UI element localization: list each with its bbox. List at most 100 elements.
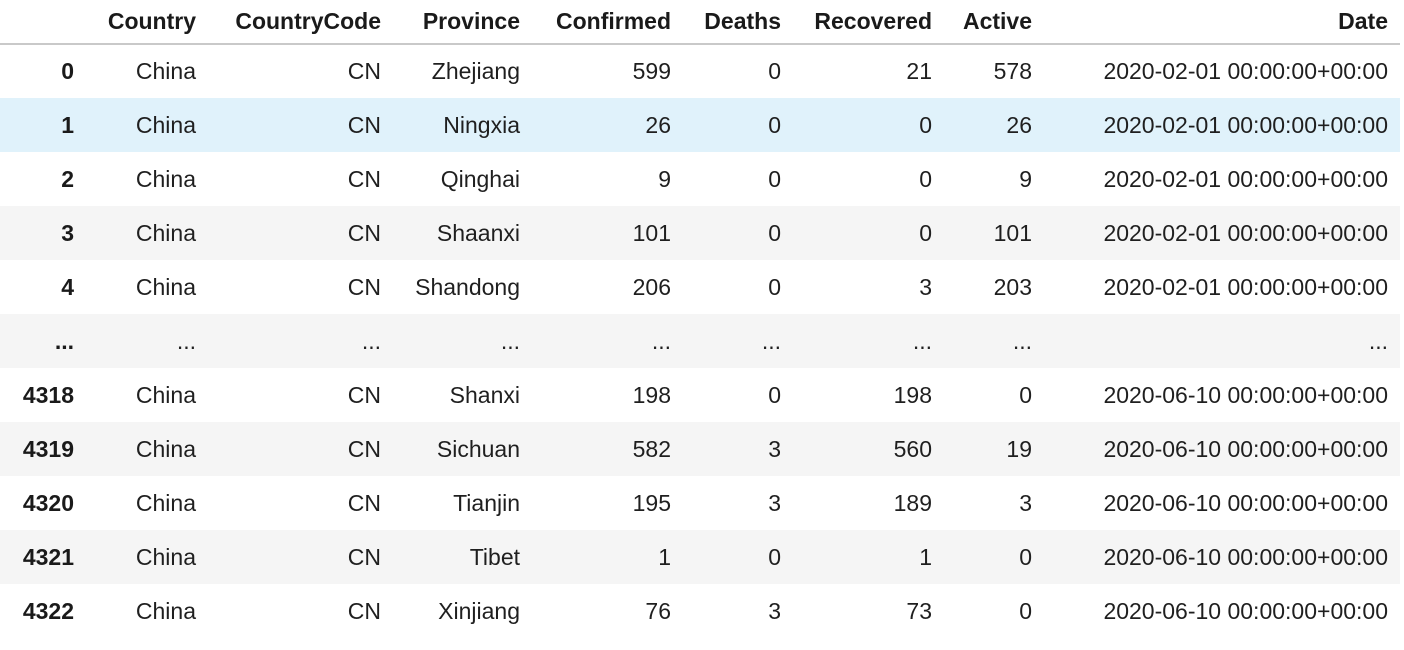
table-row: 0 China CN Zhejiang 599 0 21 578 2020-02-01 00:0… [0,44,1400,98]
cell-confirmed: 198 [632,381,671,408]
cell-date: 2020-02-01 00:00:00+00:00 [1103,111,1388,138]
header-country: Country [107,8,196,34]
cell-country: China [135,435,196,462]
cell-province: ... [500,327,520,354]
cell-province: Xinjiang [438,597,520,624]
row-index: ... [54,327,74,354]
cell-province: Zhejiang [431,58,520,84]
row-index: 4320 [22,489,74,516]
row-index: 2 [61,165,74,192]
cell-active: 203 [993,273,1032,300]
header-confirmed: Confirmed [556,8,671,34]
cell-country: China [135,219,196,246]
cell-date: 2020-02-01 00:00:00+00:00 [1103,219,1388,246]
header-deaths: Deaths [704,8,781,34]
table-row: 4322 China CN Xinjiang 76 3 73 0 2020-06-10 00:0… [0,584,1400,638]
cell-deaths: 0 [768,165,781,192]
table-row: ........................... [0,314,1400,368]
cell-date: 2020-02-01 00:00:00+00:00 [1103,273,1388,300]
cell-deaths: 0 [768,381,781,408]
cell-country: China [135,381,196,408]
cell-active: 19 [1006,435,1032,462]
cell-country-code: CN [347,273,381,300]
table-row: 4321 China CN Tibet 1 0 1 0 2020-06-10 00:00:00+… [0,530,1400,584]
cell-country-code: CN [347,435,381,462]
cell-deaths: 3 [768,597,781,624]
cell-recovered: 560 [893,435,932,462]
row-index: 4 [61,273,74,300]
cell-country: China [135,58,196,84]
cell-confirmed: 101 [632,219,671,246]
cell-province: Tianjin [453,489,520,516]
table-header-row: Country CountryCode Province Confirmed D… [0,0,1400,44]
cell-recovered: 21 [906,58,932,84]
header-province: Province [422,8,520,34]
cell-country-code: ... [361,327,381,354]
cell-recovered: 189 [893,489,932,516]
cell-recovered: 0 [919,219,932,246]
cell-active: 0 [1019,543,1032,570]
cell-deaths: 0 [768,58,781,84]
cell-recovered: 198 [893,381,932,408]
row-index: 4321 [22,543,74,570]
cell-province: Shanxi [449,381,520,408]
cell-country-code: CN [347,381,381,408]
row-index: 4322 [22,597,74,624]
dataframe-table: Country CountryCode Province Confirmed D… [0,0,1400,638]
cell-confirmed: 195 [632,489,671,516]
cell-date: 2020-02-01 00:00:00+00:00 [1103,58,1388,84]
row-index: 4318 [22,381,74,408]
cell-confirmed: 582 [632,435,671,462]
cell-country-code: CN [347,165,381,192]
table-row: 4318 China CN Shanxi 198 0 198 0 2020-06-10 00:0… [0,368,1400,422]
cell-recovered: 73 [906,597,932,624]
cell-confirmed: 26 [645,111,671,138]
cell-deaths: ... [761,327,781,354]
cell-recovered: 1 [919,543,932,570]
cell-active: 578 [993,58,1032,84]
header-active: Active [962,8,1032,34]
cell-active: 26 [1006,111,1032,138]
cell-deaths: 3 [768,489,781,516]
cell-country-code: CN [347,58,381,84]
cell-confirmed: 9 [658,165,671,192]
cell-province: Shandong [415,273,520,300]
cell-confirmed: ... [651,327,671,354]
cell-confirmed: 206 [632,273,671,300]
cell-active: 101 [993,219,1032,246]
table-row: 3 China CN Shaanxi 101 0 0 101 2020-02-01 00:00:… [0,206,1400,260]
cell-date: 2020-06-10 00:00:00+00:00 [1103,543,1388,570]
cell-deaths: 0 [768,219,781,246]
cell-date: 2020-06-10 00:00:00+00:00 [1103,597,1388,624]
cell-active: 0 [1019,597,1032,624]
cell-country-code: CN [347,219,381,246]
cell-country: China [135,543,196,570]
cell-province: Sichuan [436,435,520,462]
cell-province: Ningxia [443,111,520,138]
cell-province: Tibet [469,543,520,570]
row-index: 3 [61,219,74,246]
table-row: 4319 China CN Sichuan 582 3 560 19 2020-06-10 00… [0,422,1400,476]
cell-country: China [135,597,196,624]
cell-confirmed: 1 [658,543,671,570]
cell-date: 2020-06-10 00:00:00+00:00 [1103,489,1388,516]
cell-province: Shaanxi [436,219,520,246]
cell-country-code: CN [347,111,381,138]
cell-active: 0 [1019,381,1032,408]
cell-country: China [135,273,196,300]
header-country-code: CountryCode [235,8,381,34]
cell-confirmed: 599 [632,58,671,84]
cell-country-code: CN [347,489,381,516]
cell-country: ... [176,327,196,354]
table-row: 4 China CN Shandong 206 0 3 203 2020-02-01 00:00… [0,260,1400,314]
header-index [0,0,86,44]
cell-country: China [135,111,196,138]
cell-deaths: 0 [768,111,781,138]
cell-date: ... [1368,327,1388,354]
table-row: 2 China CN Qinghai 9 0 0 9 2020-02-01 00:00:00+0… [0,152,1400,206]
cell-country: China [135,165,196,192]
table-row: 1 China CN Ningxia 26 0 0 26 2020-02-01 00:00:00… [0,98,1400,152]
header-recovered: Recovered [814,8,932,34]
cell-active: 3 [1019,489,1032,516]
cell-date: 2020-06-10 00:00:00+00:00 [1103,381,1388,408]
